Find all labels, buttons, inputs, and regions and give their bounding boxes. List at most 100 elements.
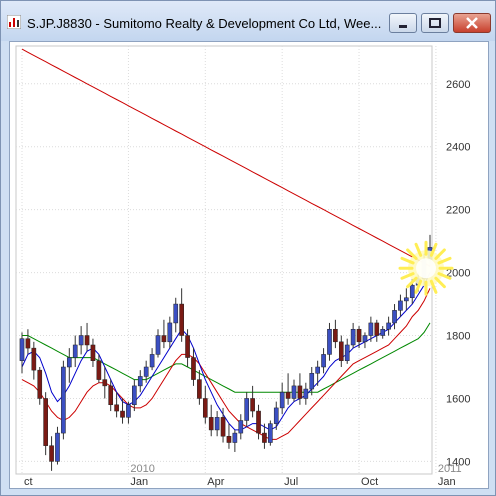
candle-body	[185, 335, 190, 358]
highlight-ray	[437, 256, 452, 265]
candle-body	[155, 335, 161, 355]
candle-body	[344, 344, 350, 361]
candle-body	[120, 410, 125, 418]
candle-body	[72, 344, 78, 358]
close-button[interactable]	[453, 13, 491, 33]
candle-body	[202, 398, 208, 418]
candle-body	[84, 335, 90, 346]
candle-body	[55, 432, 60, 462]
candle-body	[238, 420, 244, 434]
x-tick-label: Jul	[284, 476, 298, 488]
chart-frame: 1400 1600 1800 2000 2200 2400 2600 ct 2010 Jan Apr…	[9, 41, 489, 489]
y-tick-label: 2400	[446, 142, 470, 154]
candle-body	[273, 407, 279, 424]
x-tick-label: ct	[24, 476, 33, 488]
candle-body	[78, 335, 84, 346]
candle-body	[285, 391, 291, 399]
candle-body	[297, 385, 303, 399]
candle-body	[226, 435, 232, 443]
y-tick-label: 2000	[446, 268, 470, 280]
title-bar[interactable]: S.JP.J8830 - Sumitomo Realty & Developme…	[1, 1, 495, 41]
candle-body	[333, 328, 338, 343]
x-tick-label: Apr	[207, 476, 224, 488]
ma-long-line	[21, 48, 431, 267]
candle-body	[161, 335, 167, 343]
candle-body	[279, 391, 285, 409]
candle-body	[43, 398, 48, 446]
y-tick-label: 1600	[446, 393, 470, 405]
candle-body	[66, 357, 72, 368]
highlight-ray	[400, 256, 415, 265]
y-tick-label: 2600	[446, 79, 470, 91]
candle-body	[61, 366, 66, 434]
candle-body	[179, 303, 184, 336]
candle-body	[232, 432, 238, 443]
candle-body	[315, 366, 320, 374]
candle-body	[114, 404, 119, 412]
highlight-ray	[434, 248, 446, 260]
x-tick-label: 2011	[438, 463, 462, 475]
highlight-ray	[406, 248, 418, 260]
candle-body	[392, 310, 397, 324]
candle-body	[291, 385, 297, 399]
close-icon	[466, 17, 478, 29]
candle-body	[380, 328, 386, 336]
candle-body	[356, 328, 362, 343]
candle-body	[149, 354, 155, 368]
minimize-button[interactable]	[389, 13, 417, 33]
candle-body	[250, 398, 255, 412]
highlight-ray	[406, 276, 418, 289]
ma-slow-line	[22, 322, 431, 393]
window-title: S.JP.J8830 - Sumitomo Realty & Developme…	[27, 16, 382, 31]
highlight-ray	[429, 279, 438, 294]
minimize-icon	[399, 25, 407, 28]
candle-body	[167, 322, 173, 343]
highlight-core	[416, 258, 436, 279]
candle-body	[132, 385, 137, 406]
x-tick-label: Jan	[438, 476, 456, 488]
candle-body	[321, 354, 326, 368]
candle-body	[398, 300, 403, 311]
candle-body	[327, 328, 332, 355]
candle-body	[173, 303, 179, 324]
candle-body	[244, 398, 250, 421]
candle-body	[126, 404, 131, 418]
candle-body	[386, 322, 391, 330]
candle-body	[108, 385, 114, 406]
maximize-icon	[429, 18, 441, 28]
candle-body	[362, 335, 368, 343]
highlight-ray	[414, 279, 423, 294]
candle-body	[214, 417, 220, 431]
candle-body	[208, 417, 214, 431]
x-tick-label: 2010	[130, 463, 154, 475]
candle-body	[197, 379, 202, 399]
x-tick-label: Jan	[130, 476, 148, 488]
candle-body	[262, 432, 267, 443]
candle-body	[143, 366, 149, 377]
highlight-ray	[414, 242, 423, 257]
highlight-ray	[434, 276, 446, 289]
highlight-ray	[429, 242, 438, 257]
chart-app-icon	[7, 15, 21, 29]
candle-body	[191, 357, 196, 380]
candle-body	[25, 338, 31, 349]
candle-body	[268, 423, 273, 443]
candle-body	[90, 344, 96, 361]
candle-body	[96, 360, 102, 380]
y-tick-label: 2200	[446, 205, 470, 217]
y-tick-label: 1800	[446, 331, 470, 343]
candle-body	[137, 376, 143, 387]
highlight-ray	[400, 272, 415, 280]
candle-body	[220, 417, 226, 437]
candle-body	[374, 322, 380, 336]
candle-body	[404, 297, 409, 302]
candle-body	[409, 284, 415, 299]
ma-mid-line	[21, 288, 431, 440]
maximize-button[interactable]	[421, 13, 449, 33]
ma-fast-line	[21, 272, 431, 431]
candle-body	[37, 369, 43, 399]
candle-body	[303, 388, 309, 399]
y-tick-label: 1400	[446, 456, 470, 468]
